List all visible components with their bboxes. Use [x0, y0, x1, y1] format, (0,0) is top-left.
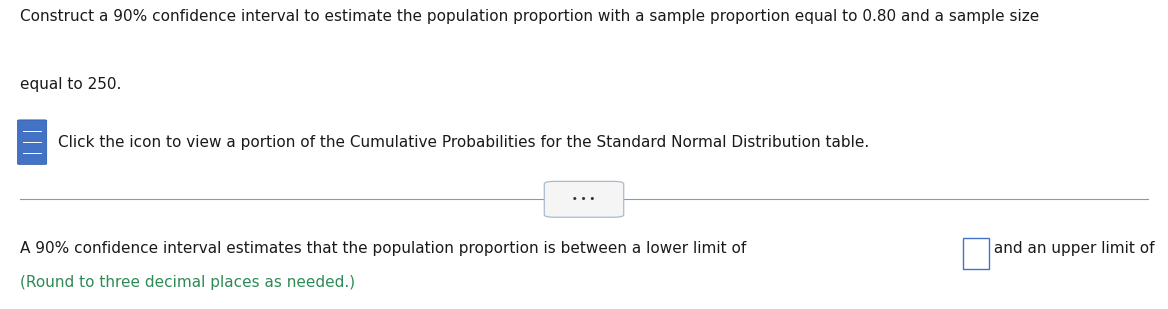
- FancyBboxPatch shape: [544, 181, 624, 217]
- Text: (Round to three decimal places as needed.): (Round to three decimal places as needed…: [20, 275, 355, 290]
- Bar: [964, 238, 989, 269]
- Text: Construct a 90% confidence interval to estimate the population proportion with a: Construct a 90% confidence interval to e…: [20, 9, 1040, 24]
- Text: A 90% confidence interval estimates that the population proportion is between a : A 90% confidence interval estimates that…: [20, 241, 751, 256]
- Text: equal to 250.: equal to 250.: [20, 77, 121, 92]
- Text: and an upper limit of: and an upper limit of: [989, 241, 1160, 256]
- Text: • • •: • • •: [572, 195, 596, 204]
- FancyBboxPatch shape: [18, 120, 47, 164]
- Text: Click the icon to view a portion of the Cumulative Probabilities for the Standar: Click the icon to view a portion of the …: [58, 135, 870, 150]
